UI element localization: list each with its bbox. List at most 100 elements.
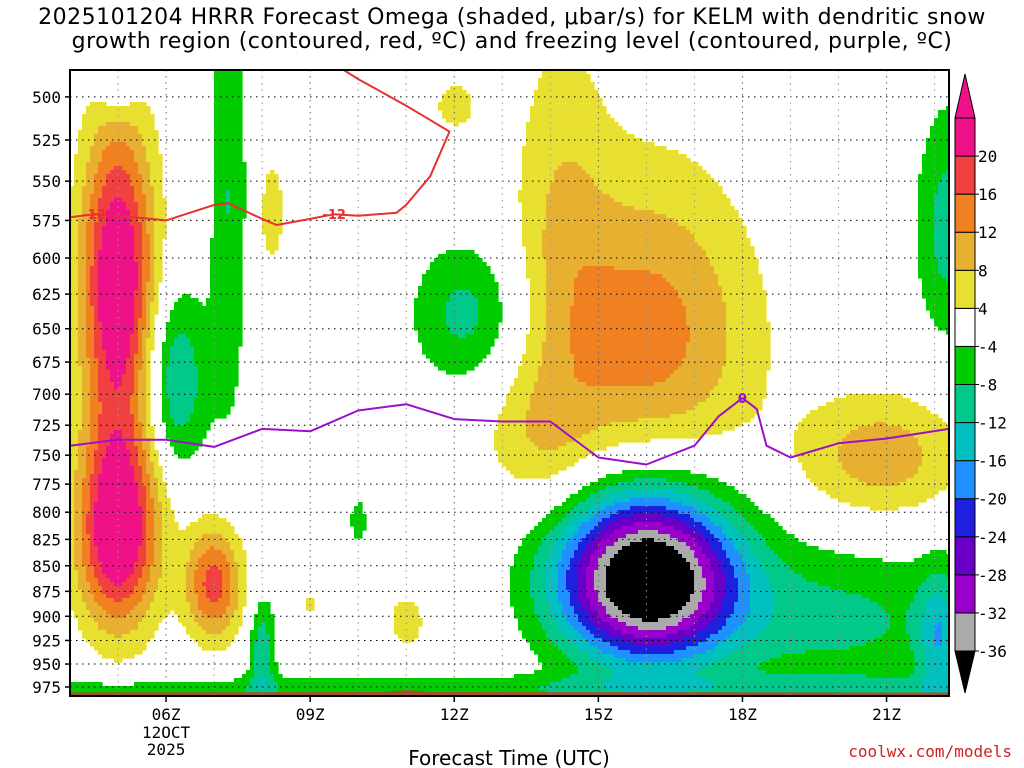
omega-cell bbox=[82, 550, 87, 555]
omega-cell bbox=[178, 442, 183, 447]
omega-cell bbox=[90, 690, 95, 695]
omega-cell bbox=[118, 630, 123, 635]
omega-cell bbox=[134, 402, 139, 407]
omega-cell bbox=[206, 414, 211, 419]
omega-cell bbox=[142, 510, 147, 515]
omega-cell bbox=[82, 282, 87, 287]
omega-cell bbox=[158, 178, 163, 183]
omega-cell bbox=[150, 470, 155, 475]
omega-cell bbox=[174, 374, 179, 379]
omega-cell bbox=[158, 202, 163, 207]
omega-cell bbox=[218, 154, 223, 159]
omega-cell bbox=[182, 390, 187, 395]
omega-cell bbox=[130, 654, 135, 659]
omega-cell bbox=[186, 434, 191, 439]
omega-cell bbox=[94, 154, 99, 159]
omega-cell bbox=[162, 686, 167, 691]
omega-cell bbox=[218, 634, 223, 639]
omega-cell bbox=[70, 358, 75, 363]
omega-cell bbox=[234, 342, 239, 347]
omega-cell bbox=[226, 398, 231, 403]
omega-cell bbox=[106, 174, 111, 179]
omega-cell bbox=[206, 534, 211, 539]
omega-cell bbox=[222, 250, 227, 255]
omega-cell bbox=[190, 686, 195, 691]
omega-cell bbox=[98, 346, 103, 351]
omega-cell bbox=[198, 594, 203, 599]
omega-cell bbox=[78, 566, 83, 571]
omega-cell bbox=[138, 382, 143, 387]
omega-cell bbox=[102, 406, 107, 411]
omega-cell bbox=[158, 594, 163, 599]
omega-cell bbox=[106, 110, 111, 115]
omega-cell bbox=[210, 274, 215, 279]
omega-cell bbox=[86, 522, 91, 527]
omega-cell bbox=[94, 210, 99, 215]
omega-cell bbox=[90, 598, 95, 603]
omega-cell bbox=[118, 254, 123, 259]
omega-cell bbox=[122, 626, 127, 631]
omega-cell bbox=[94, 686, 99, 691]
omega-cell bbox=[230, 154, 235, 159]
omega-cell bbox=[138, 418, 143, 423]
omega-cell bbox=[226, 110, 231, 115]
omega-cell bbox=[130, 622, 135, 627]
omega-cell bbox=[210, 546, 215, 551]
omega-cell bbox=[146, 590, 151, 595]
omega-cell bbox=[74, 470, 79, 475]
omega-cell bbox=[198, 426, 203, 431]
omega-cell bbox=[162, 514, 167, 519]
omega-cell bbox=[70, 562, 75, 567]
omega-cell bbox=[222, 182, 227, 187]
omega-cell bbox=[106, 298, 111, 303]
omega-cell bbox=[154, 594, 159, 599]
omega-cell bbox=[166, 410, 171, 415]
omega-cell bbox=[198, 518, 203, 523]
omega-cell bbox=[70, 226, 75, 231]
omega-cell bbox=[250, 670, 255, 675]
omega-cell bbox=[158, 490, 163, 495]
omega-cell bbox=[118, 374, 123, 379]
omega-cell bbox=[202, 390, 207, 395]
omega-cell bbox=[142, 190, 147, 195]
omega-cell bbox=[94, 250, 99, 255]
omega-cell bbox=[70, 518, 75, 523]
omega-cell bbox=[126, 638, 131, 643]
omega-cell bbox=[230, 386, 235, 391]
omega-cell bbox=[146, 310, 151, 315]
omega-cell bbox=[150, 270, 155, 275]
omega-cell bbox=[126, 566, 131, 571]
omega-cell bbox=[198, 622, 203, 627]
omega-cell bbox=[262, 198, 267, 203]
omega-cell bbox=[162, 354, 167, 359]
omega-cell bbox=[126, 110, 131, 115]
omega-cell bbox=[158, 522, 163, 527]
omega-cell bbox=[138, 506, 143, 511]
omega-cell bbox=[70, 306, 75, 311]
omega-cell bbox=[214, 138, 219, 143]
omega-cell bbox=[122, 322, 127, 327]
omega-cell bbox=[98, 134, 103, 139]
omega-cell bbox=[102, 634, 107, 639]
omega-cell bbox=[122, 422, 127, 427]
omega-cell bbox=[118, 406, 123, 411]
omega-cell bbox=[146, 118, 151, 123]
omega-cell bbox=[114, 306, 119, 311]
omega-cell bbox=[102, 418, 107, 423]
omega-cell bbox=[226, 382, 231, 387]
omega-cell bbox=[114, 318, 119, 323]
omega-cell bbox=[106, 522, 111, 527]
omega-cell bbox=[222, 682, 227, 687]
omega-cell bbox=[214, 338, 219, 343]
omega-cell bbox=[146, 466, 151, 471]
omega-cell bbox=[238, 574, 243, 579]
omega-cell bbox=[218, 94, 223, 99]
omega-cell bbox=[170, 330, 175, 335]
omega-cell bbox=[94, 626, 99, 631]
omega-cell bbox=[138, 530, 143, 535]
omega-cell bbox=[162, 406, 167, 411]
omega-cell bbox=[118, 658, 123, 663]
omega-cell bbox=[218, 302, 223, 307]
omega-cell bbox=[94, 246, 99, 251]
omega-cell bbox=[206, 342, 211, 347]
